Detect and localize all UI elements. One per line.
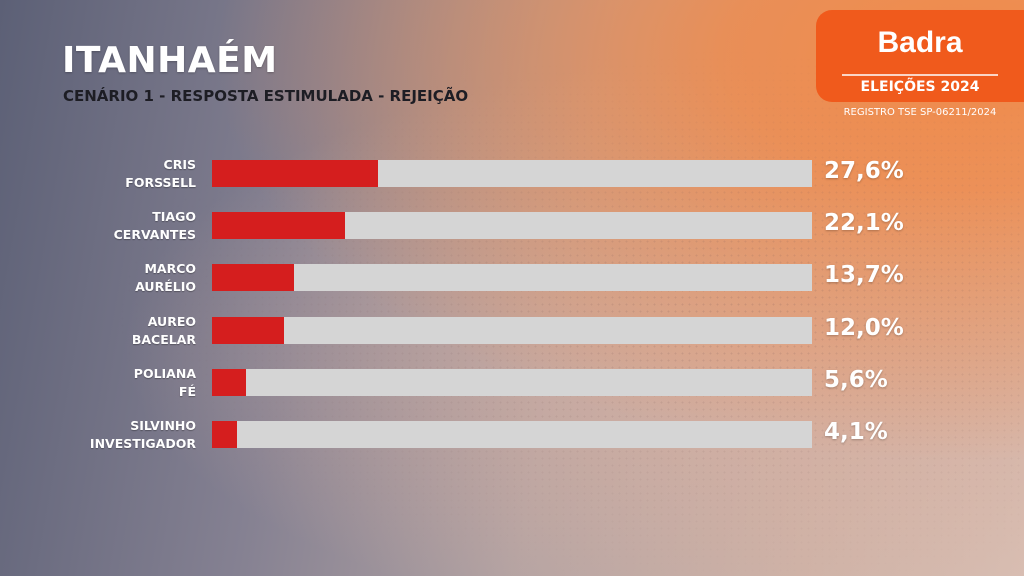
bar	[212, 421, 237, 448]
page-title: ITANHAÉM	[62, 40, 278, 81]
bar-label-line: CERVANTES	[113, 227, 196, 243]
bar-value-label: 27,6%	[824, 158, 904, 184]
bar	[212, 316, 284, 344]
brand-logo-box: Badra ELEIÇÕES 2024	[816, 10, 1024, 102]
bar-track	[212, 421, 812, 448]
bar-label: CRIS FORSSELL	[40, 156, 196, 192]
bar	[212, 368, 246, 396]
bar-track	[212, 212, 812, 240]
bar-label-line: MARCO	[144, 261, 196, 277]
bar-label-line: TIAGO	[152, 209, 196, 225]
bar-label: MARCO AURÉLIO	[40, 260, 196, 296]
bar-track	[212, 368, 812, 396]
brand-subtitle: ELEIÇÕES 2024	[860, 79, 980, 95]
bar-label-line: POLIANA	[133, 365, 196, 381]
bar-label-line: AUREO	[147, 313, 196, 329]
bar-label-line: CRIS	[163, 157, 196, 172]
bar-label-line: AURÉLIO	[135, 279, 196, 295]
bar-value-label: 13,7%	[824, 262, 904, 289]
bar-label-line: FORSSELL	[125, 175, 196, 190]
bar-value-label: 12,0%	[824, 314, 904, 341]
bar-label: TIAGO CERVANTES	[40, 208, 196, 244]
bar-track	[212, 316, 812, 344]
page-subtitle: CENÁRIO 1 - RESPOSTA ESTIMULADA - REJEIÇ…	[63, 87, 469, 105]
bar	[212, 160, 378, 187]
bar	[212, 212, 345, 240]
bar-label: AUREO BACELAR	[40, 313, 196, 349]
bar-value-label: 22,1%	[824, 210, 904, 237]
bar-label-line: INVESTIGADOR	[89, 436, 196, 451]
bar-value-label: 4,1%	[824, 419, 888, 445]
bar	[212, 264, 295, 292]
bar-label: POLIANA FÉ	[40, 365, 196, 401]
bar-label: SILVINHO INVESTIGADOR	[40, 417, 196, 453]
bar-track	[212, 264, 812, 292]
brand-divider	[842, 74, 998, 76]
bar-label-line: SILVINHO	[130, 418, 196, 433]
bar-track	[212, 160, 812, 187]
bar-label-line: FÉ	[178, 383, 196, 399]
bar-label-line: BACELAR	[131, 331, 196, 347]
brand-name: Badra	[877, 26, 963, 59]
bar-value-label: 5,6%	[824, 366, 888, 393]
registro-text: REGISTRO TSE SP-06211/2024	[843, 107, 997, 118]
